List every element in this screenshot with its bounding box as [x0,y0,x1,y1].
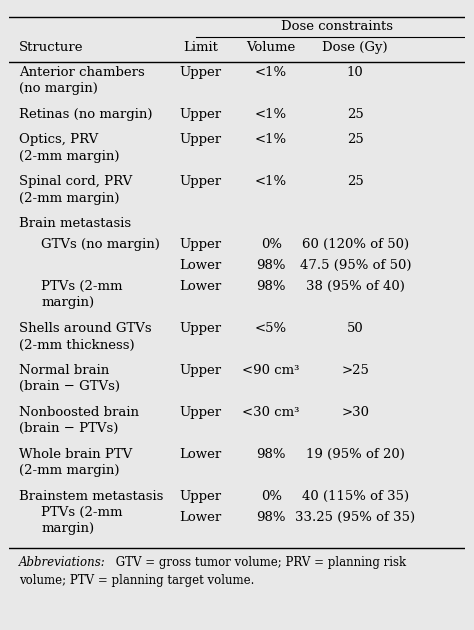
Text: Upper: Upper [180,364,222,377]
Text: Upper: Upper [180,66,222,79]
Text: Upper: Upper [180,323,222,335]
Text: Upper: Upper [180,490,222,503]
Text: 38 (95% of 40): 38 (95% of 40) [306,280,405,294]
Text: <1%: <1% [255,108,287,120]
Text: (brain − GTVs): (brain − GTVs) [18,381,119,394]
Text: PTVs (2-mm: PTVs (2-mm [41,280,123,294]
Text: margin): margin) [41,522,94,536]
Text: <1%: <1% [255,134,287,147]
Text: 40 (115% of 35): 40 (115% of 35) [302,490,409,503]
Text: GTVs (no margin): GTVs (no margin) [41,238,160,251]
Text: 10: 10 [347,66,364,79]
Text: 19 (95% of 20): 19 (95% of 20) [306,449,405,461]
Text: Upper: Upper [180,406,222,420]
Text: (brain − PTVs): (brain − PTVs) [18,423,118,435]
Text: (2-mm margin): (2-mm margin) [18,149,119,163]
Text: <90 cm³: <90 cm³ [242,364,300,377]
Text: 33.25 (95% of 35): 33.25 (95% of 35) [295,512,415,524]
Text: Optics, PRV: Optics, PRV [18,134,98,147]
Text: (no margin): (no margin) [18,82,98,94]
Text: 98%: 98% [256,280,286,294]
Text: 25: 25 [347,134,364,147]
Text: 50: 50 [347,323,364,335]
Text: Lower: Lower [180,512,222,524]
Text: <30 cm³: <30 cm³ [242,406,300,420]
Text: Shells around GTVs: Shells around GTVs [18,323,151,335]
Text: >25: >25 [341,364,369,377]
Text: Anterior chambers: Anterior chambers [18,66,144,79]
Text: (2-mm thickness): (2-mm thickness) [18,338,134,352]
Text: Brain metastasis: Brain metastasis [18,217,131,231]
Text: Retinas (no margin): Retinas (no margin) [18,108,152,120]
Text: Lower: Lower [180,449,222,461]
Text: GTV = gross tumor volume; PRV = planning risk: GTV = gross tumor volume; PRV = planning… [112,556,406,569]
Text: Limit: Limit [183,42,218,54]
Text: volume; PTV = planning target volume.: volume; PTV = planning target volume. [18,575,254,587]
Text: margin): margin) [41,297,94,309]
Text: Structure: Structure [18,42,83,54]
Text: 0%: 0% [261,238,282,251]
Text: 0%: 0% [261,490,282,503]
Text: Whole brain PTV: Whole brain PTV [18,449,132,461]
Text: 25: 25 [347,108,364,120]
Text: 25: 25 [347,176,364,188]
Text: Volume: Volume [246,42,296,54]
Text: 60 (120% of 50): 60 (120% of 50) [302,238,409,251]
Text: >30: >30 [341,406,369,420]
Text: Lower: Lower [180,280,222,294]
Text: 98%: 98% [256,512,286,524]
Text: 98%: 98% [256,260,286,272]
Text: Abbreviations:: Abbreviations: [18,556,105,569]
Text: <1%: <1% [255,66,287,79]
Text: (2-mm margin): (2-mm margin) [18,464,119,478]
Text: Nonboosted brain: Nonboosted brain [18,406,138,420]
Text: Brainstem metastasis: Brainstem metastasis [18,490,163,503]
Text: (2-mm margin): (2-mm margin) [18,192,119,205]
Text: Normal brain: Normal brain [18,364,109,377]
Text: Lower: Lower [180,260,222,272]
Text: Spinal cord, PRV: Spinal cord, PRV [18,176,132,188]
Text: Upper: Upper [180,176,222,188]
Text: 98%: 98% [256,449,286,461]
Text: Upper: Upper [180,134,222,147]
Text: Upper: Upper [180,238,222,251]
Text: Dose (Gy): Dose (Gy) [322,42,388,54]
Text: PTVs (2-mm: PTVs (2-mm [41,507,123,519]
Text: 47.5 (95% of 50): 47.5 (95% of 50) [300,260,411,272]
Text: Upper: Upper [180,108,222,120]
Text: <1%: <1% [255,176,287,188]
Text: <5%: <5% [255,323,287,335]
Text: Dose constraints: Dose constraints [281,20,393,33]
